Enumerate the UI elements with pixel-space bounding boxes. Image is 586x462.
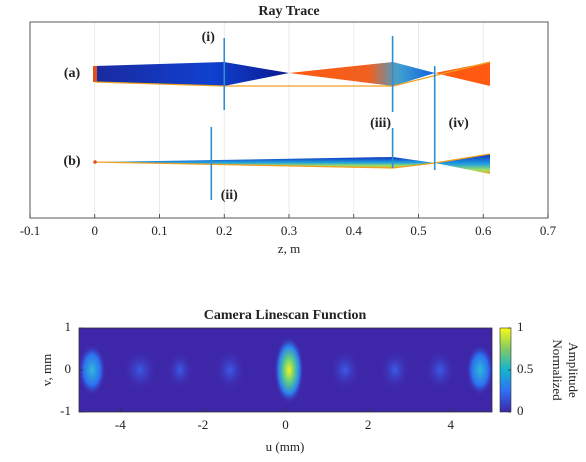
x-tick-label: 0.5 [410, 223, 426, 238]
lobe [214, 348, 246, 392]
beam-edge [93, 66, 97, 82]
x-tick-label: 2 [365, 417, 372, 432]
beam-a [93, 62, 490, 86]
lens-label: (iv) [449, 116, 470, 131]
lobe [329, 348, 361, 392]
colorbar-tick-label: 0.5 [517, 361, 533, 376]
lobe [424, 348, 456, 392]
lens-label: (i) [202, 30, 216, 45]
colorbar-tick-label: 1 [517, 319, 524, 334]
grid [30, 22, 548, 218]
x-tick-label: 0 [92, 223, 99, 238]
chart-title: Camera Linescan Function [204, 308, 367, 323]
x-tick-label: 0.6 [475, 223, 492, 238]
x-tick-label: 4 [447, 417, 454, 432]
x-tick-label: 0.3 [281, 223, 297, 238]
figure: Ray Trace (a) (b) z, m Camera Linescan F… [0, 0, 586, 462]
x-tick-label: -4 [115, 417, 126, 432]
main-lobe [274, 336, 304, 404]
x-axis-label: u (mm) [266, 439, 305, 454]
x-tick-label: -2 [197, 417, 208, 432]
colorbar-label: Normalized [550, 339, 565, 401]
page: {"chart_data": [ {"type": "ray-trace", "… [0, 0, 586, 462]
beam-b [93, 154, 490, 174]
lobe [166, 350, 194, 390]
source [93, 160, 97, 164]
y-tick-label: 0 [65, 361, 72, 376]
x-tick-label: 0.2 [216, 223, 232, 238]
lens-label: (ii) [221, 188, 238, 203]
chart-title: Ray Trace [258, 4, 319, 19]
lobe [379, 348, 411, 392]
ray-trace-panel: Ray Trace (a) (b) z, m [30, 4, 548, 256]
x-axis-label: z, m [278, 241, 300, 256]
x-tick-label: 0 [282, 417, 289, 432]
colorbar-tick-label: 0 [517, 403, 524, 418]
beam [289, 62, 435, 86]
beam-label: (b) [63, 154, 80, 169]
lens-label: (iii) [370, 116, 391, 131]
x-tick-label: 0.4 [346, 223, 363, 238]
colorbar-label: Amplitude [566, 342, 581, 398]
beam [435, 154, 490, 174]
y-axis-label: v, mm [39, 354, 54, 386]
y-tick-label: -1 [60, 403, 71, 418]
x-tick-label: -0.1 [20, 223, 41, 238]
x-tick-label: 0.7 [540, 223, 557, 238]
lobe [122, 348, 158, 392]
y-tick-label: 1 [65, 319, 72, 334]
heatmap [78, 328, 494, 412]
lobe [466, 344, 494, 396]
beam-label: (a) [64, 66, 81, 81]
heatmap-panel: Camera Linescan Function u (mm) v, mm No… [39, 308, 581, 454]
x-tick-label: 0.1 [151, 223, 167, 238]
